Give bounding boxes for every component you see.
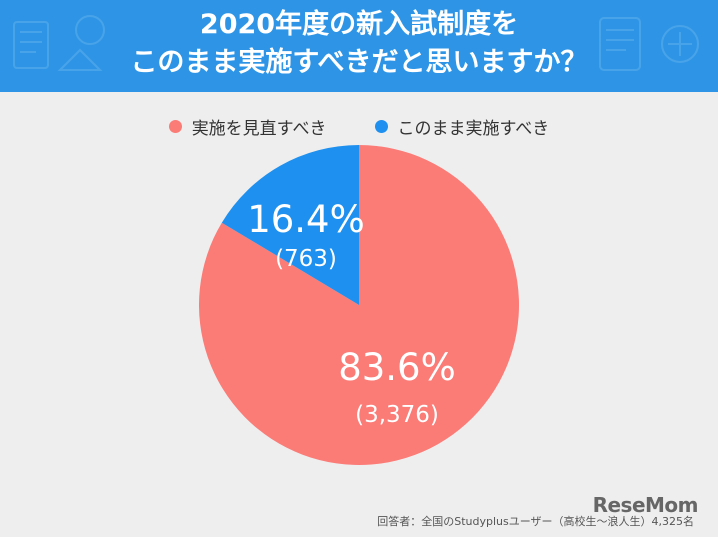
legend-label-review: 実施を見直すべき xyxy=(191,118,327,139)
legend-item-continue: このまま実施すべき xyxy=(374,114,550,139)
slice-percent-label-continue: 16.4% xyxy=(247,198,365,241)
slice-count-label-review: (3,376) xyxy=(355,402,439,428)
slice-percent-label-review: 83.6% xyxy=(338,346,456,389)
legend-swatch-continue xyxy=(374,119,388,133)
resemom-logo: ReseMom xyxy=(592,493,699,517)
header-decoration xyxy=(13,15,699,71)
header-banner: 2020年度の新入試制度を このまま実施すべきだと思いますか？ xyxy=(0,0,718,92)
pie-slice-continue xyxy=(221,145,359,305)
legend-swatch-review xyxy=(168,119,182,133)
page-title: 2020年度の新入試制度を このまま実施すべきだと思いますか？ xyxy=(0,6,718,82)
title-line-1: 2020年度の新入試制度を xyxy=(199,9,519,40)
chart-legend: 実施を見直すべき このまま実施すべき xyxy=(0,113,718,139)
legend-item-review: 実施を見直すべき xyxy=(168,114,327,139)
slice-count-label-continue: (763) xyxy=(275,246,337,272)
title-line-2: このまま実施すべきだと思いますか？ xyxy=(130,47,588,78)
legend-label-continue: このまま実施すべき xyxy=(397,118,550,139)
footnote-respondents: 回答者：全国のStudyplusユーザー（高校生〜浪人生）4,325名 xyxy=(377,515,694,528)
